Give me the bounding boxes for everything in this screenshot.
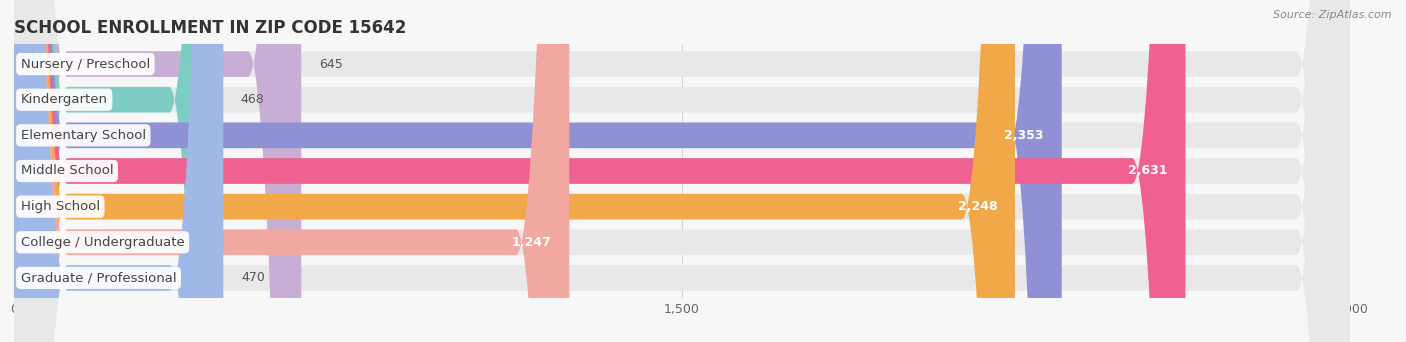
FancyBboxPatch shape: [14, 0, 301, 342]
Text: High School: High School: [21, 200, 100, 213]
FancyBboxPatch shape: [14, 0, 1350, 342]
FancyBboxPatch shape: [14, 0, 1185, 342]
Text: College / Undergraduate: College / Undergraduate: [21, 236, 184, 249]
FancyBboxPatch shape: [14, 0, 1350, 342]
FancyBboxPatch shape: [14, 0, 1350, 342]
FancyBboxPatch shape: [14, 0, 1350, 342]
FancyBboxPatch shape: [14, 0, 569, 342]
Text: Graduate / Professional: Graduate / Professional: [21, 272, 176, 285]
Text: 645: 645: [319, 57, 343, 70]
Text: 2,248: 2,248: [957, 200, 997, 213]
FancyBboxPatch shape: [14, 0, 222, 342]
FancyBboxPatch shape: [14, 0, 1350, 342]
Text: Middle School: Middle School: [21, 165, 114, 177]
Text: 2,353: 2,353: [1004, 129, 1043, 142]
FancyBboxPatch shape: [14, 0, 1015, 342]
Text: Nursery / Preschool: Nursery / Preschool: [21, 57, 150, 70]
Text: Source: ZipAtlas.com: Source: ZipAtlas.com: [1274, 10, 1392, 20]
Text: Elementary School: Elementary School: [21, 129, 146, 142]
Text: 470: 470: [242, 272, 264, 285]
Text: 468: 468: [240, 93, 264, 106]
FancyBboxPatch shape: [14, 0, 1062, 342]
FancyBboxPatch shape: [14, 0, 1350, 342]
FancyBboxPatch shape: [14, 0, 1350, 342]
Text: SCHOOL ENROLLMENT IN ZIP CODE 15642: SCHOOL ENROLLMENT IN ZIP CODE 15642: [14, 19, 406, 37]
Text: 2,631: 2,631: [1128, 165, 1167, 177]
Text: Kindergarten: Kindergarten: [21, 93, 108, 106]
Text: 1,247: 1,247: [512, 236, 551, 249]
FancyBboxPatch shape: [14, 0, 224, 342]
